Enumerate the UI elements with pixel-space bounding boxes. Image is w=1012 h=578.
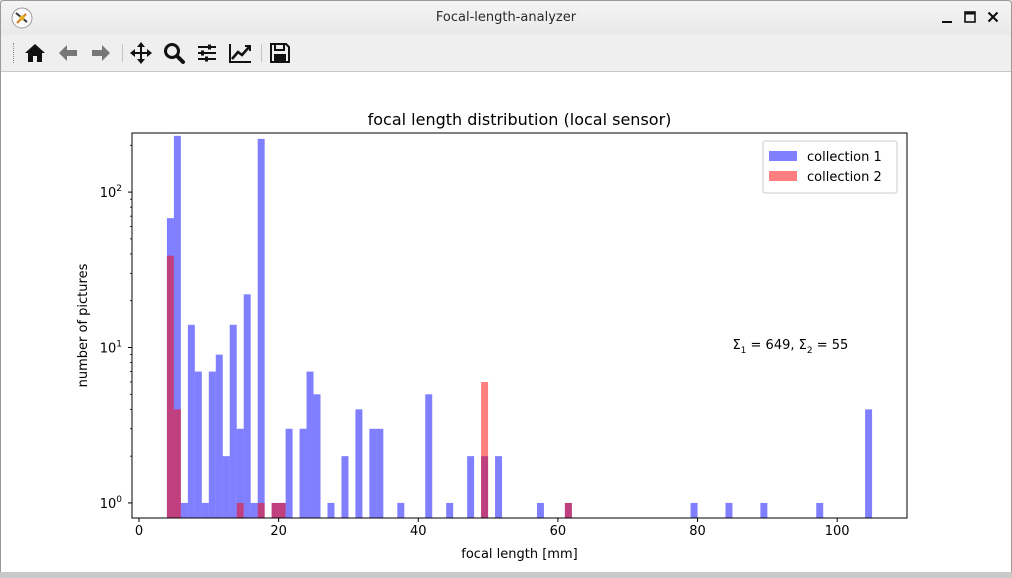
minimize-icon[interactable] xyxy=(939,9,955,25)
histogram-bar-series-1 xyxy=(215,354,223,518)
back-button[interactable] xyxy=(54,39,82,67)
x-tick-label: 80 xyxy=(689,524,706,539)
histogram-bar-series-1 xyxy=(369,428,377,518)
histogram-bar-series-1 xyxy=(285,428,293,518)
title-bar[interactable]: Focal-length-analyzer xyxy=(1,1,1011,35)
figure-canvas[interactable]: 0 20 40 60 80 100 100 101 102 focal length distri… xyxy=(6,72,1006,573)
save-button[interactable] xyxy=(266,39,294,67)
histogram-bar-series-1 xyxy=(690,502,698,518)
home-button[interactable] xyxy=(21,39,49,67)
zoom-icon xyxy=(164,43,185,64)
maximize-icon[interactable] xyxy=(962,9,978,25)
histogram-bar-series-1 xyxy=(229,324,237,518)
app-logo-icon xyxy=(11,7,33,29)
histogram-bar-series-1 xyxy=(327,502,335,518)
plot-frame xyxy=(131,132,908,519)
pan-icon xyxy=(130,42,152,64)
histogram-bar-series-1 xyxy=(725,502,733,518)
histogram-bar-series-2 xyxy=(271,502,279,518)
histogram-bar-series-1 xyxy=(194,371,202,518)
x-tick-label: 60 xyxy=(550,524,567,539)
histogram-bar-series-1 xyxy=(397,502,405,518)
subplots-icon xyxy=(198,44,216,62)
toolbar xyxy=(1,35,1011,72)
toolbar-separator xyxy=(122,44,123,62)
window-bottom-edge xyxy=(0,572,1012,578)
histogram-bar-series-1 xyxy=(236,428,244,518)
histogram-bar-series-1 xyxy=(222,456,230,518)
x-tick-label: 0 xyxy=(135,524,143,539)
histogram-bar-series-1 xyxy=(243,294,251,518)
window-title: Focal-length-analyzer xyxy=(435,10,577,25)
histogram-bar-series-1 xyxy=(208,371,216,518)
y-axis-label: number of pictures xyxy=(76,263,91,387)
histogram-bar-series-1 xyxy=(760,502,768,518)
x-tick-label: 20 xyxy=(270,524,287,539)
histogram-bar-series-2 xyxy=(564,502,572,518)
histogram-bar-series-1 xyxy=(467,456,475,518)
sum-annotation: Σ1 = 649, Σ2 = 55 xyxy=(732,338,848,356)
histogram-bar-series-2 xyxy=(166,255,174,519)
histogram-bar-series-2 xyxy=(278,502,286,518)
home-icon xyxy=(25,44,45,62)
histogram-bar-series-1 xyxy=(306,371,314,518)
x-tick-label: 40 xyxy=(410,524,427,539)
x-axis-label: focal length [mm] xyxy=(461,547,577,562)
toolbar-grip[interactable] xyxy=(13,43,16,63)
edit-axes-button[interactable] xyxy=(226,39,254,67)
histogram-bar-series-1 xyxy=(257,138,265,519)
forward-icon xyxy=(92,45,110,61)
forward-button[interactable] xyxy=(87,39,115,67)
histogram-bar-series-1 xyxy=(495,456,503,518)
histogram-bar-series-1 xyxy=(250,502,258,518)
histogram-chart: 0 20 40 60 80 100 100 101 102 focal length distri… xyxy=(76,110,908,562)
histogram-bar-series-1 xyxy=(446,502,454,518)
subplots-button[interactable] xyxy=(193,39,221,67)
histogram-bar-series-2 xyxy=(236,502,244,518)
save-icon xyxy=(270,43,290,63)
histogram-bar-series-1 xyxy=(180,502,188,518)
histogram-bar-series-1 xyxy=(536,502,544,518)
histogram-bar-series-1 xyxy=(313,394,321,518)
histogram-bar-series-1 xyxy=(299,428,307,518)
zoom-button[interactable] xyxy=(160,39,188,67)
y-tick-label: 102 xyxy=(100,184,122,201)
histogram-bar-series-1 xyxy=(816,502,824,518)
histogram-bar-series-1 xyxy=(187,324,195,518)
legend-label: collection 2 xyxy=(807,170,882,185)
back-icon xyxy=(59,45,77,61)
histogram-bar-series-1 xyxy=(201,502,209,518)
y-tick-label: 101 xyxy=(100,340,122,357)
legend-box xyxy=(762,140,898,194)
y-tick-label: 100 xyxy=(100,495,123,512)
histogram-bar-series-1 xyxy=(376,428,384,518)
x-tick-label: 100 xyxy=(825,524,850,539)
legend-swatch xyxy=(769,151,797,161)
histogram-bar-series-2 xyxy=(481,381,489,518)
legend-swatch xyxy=(769,171,797,181)
histogram-bar-series-1 xyxy=(355,409,363,518)
pan-button[interactable] xyxy=(127,39,155,67)
histogram-bar-series-1 xyxy=(425,394,433,518)
histogram-bar-series-1 xyxy=(173,135,181,518)
histogram-bar-series-1 xyxy=(341,456,349,518)
legend-label: collection 1 xyxy=(807,150,882,165)
histogram-bar-series-2 xyxy=(173,409,181,518)
close-icon[interactable] xyxy=(985,9,1001,25)
histogram-bar-series-2 xyxy=(257,502,265,518)
edit-axes-icon xyxy=(229,44,251,63)
chart-title: focal length distribution (local sensor) xyxy=(368,110,672,129)
histogram-bar-series-1 xyxy=(865,409,873,518)
toolbar-separator xyxy=(261,44,262,62)
